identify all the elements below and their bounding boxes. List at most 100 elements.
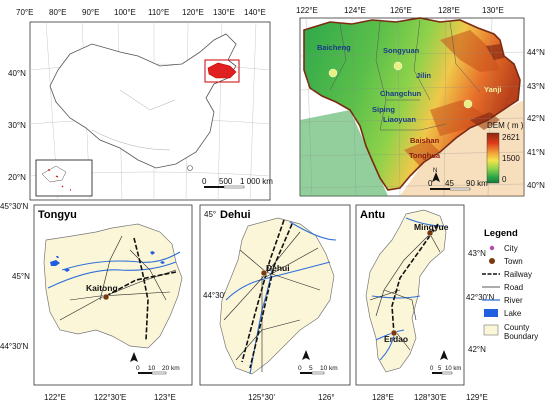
- lat-tick: 45°: [204, 210, 216, 219]
- scale-label: 45: [445, 179, 454, 188]
- scale-label: 10 km: [445, 366, 461, 372]
- lat-tick: 42°N: [527, 114, 545, 123]
- lat-tick: 42°30'N: [466, 293, 495, 302]
- city-label: Jilin: [416, 71, 431, 80]
- antu-map: Antu Mingyue Erdao 0 5: [355, 204, 495, 402]
- lon-tick: 70°E: [16, 8, 33, 17]
- lon-tick: 130°E: [213, 8, 235, 17]
- lon-tick: 140°E: [244, 8, 266, 17]
- svg-text:Road: Road: [504, 283, 523, 292]
- scale-label: 90 km: [466, 179, 488, 188]
- legend-item-lake: Lake: [484, 309, 522, 318]
- scale-label: 0: [136, 365, 140, 372]
- lat-tick: 45°30'N: [0, 202, 29, 211]
- legend-item-railway: Railway: [482, 270, 532, 279]
- panel-title: Tongyu: [38, 209, 77, 221]
- legend-title: Legend: [484, 228, 518, 239]
- tongyu-map: Tongyu Kaitong: [0, 202, 193, 402]
- svg-text:River: River: [504, 296, 523, 305]
- lon-tick: 129°E: [466, 393, 488, 402]
- north-arrow-icon: [130, 352, 138, 362]
- scale-label: 0: [202, 177, 207, 186]
- antu-scale-bar: 0 5 10 km: [430, 366, 461, 375]
- town-marker: [390, 329, 398, 337]
- dem-legend: DEM ( m ) 2621 1500 0: [486, 121, 524, 184]
- town-marker: [102, 293, 110, 301]
- panel-title: Antu: [360, 209, 385, 221]
- dem-min-label: 0: [502, 175, 507, 184]
- north-arrow-icon: [302, 350, 310, 360]
- lat-tick: 45°N: [12, 272, 30, 281]
- lon-tick: 122°E: [296, 6, 318, 15]
- scale-label: 500: [219, 177, 233, 186]
- city-label: Siping: [372, 105, 395, 114]
- legend-item-city: City: [489, 244, 518, 253]
- lon-tick: 124°E: [344, 6, 366, 15]
- svg-text:City: City: [504, 244, 518, 253]
- legend: Legend City Town Railway Road River Lake…: [482, 228, 538, 341]
- lat-tick: 41°N: [527, 148, 545, 157]
- lat-tick: 43°N: [468, 249, 486, 258]
- lat-tick: 44°N: [527, 48, 545, 57]
- lon-tick: 90°E: [82, 8, 99, 17]
- town-label: Kaitong: [86, 283, 118, 293]
- lon-tick: 110°E: [148, 8, 169, 17]
- svg-text:Railway: Railway: [504, 270, 532, 279]
- lon-tick: 128°E: [438, 6, 460, 15]
- lat-tick: 20°N: [8, 173, 26, 182]
- lon-tick: 130°E: [482, 6, 504, 15]
- lon-tick: 128°30'E: [414, 393, 446, 402]
- lon-tick: 126°E: [390, 6, 412, 15]
- lon-tick: 122°E: [44, 393, 66, 402]
- lat-tick: 40°N: [527, 181, 545, 190]
- lat-tick: 40°N: [8, 69, 26, 78]
- china-scale-bar: 0 500 1 000 km: [202, 177, 273, 189]
- lat-tick: 44°30': [203, 291, 226, 300]
- lat-tick: 30°N: [8, 121, 26, 130]
- china-map: 0 500 1 000 km 70°E 80°E 90°E 100°E 110°…: [8, 8, 273, 201]
- scale-label: 10 km: [320, 365, 338, 372]
- lon-tick: 123°E: [154, 393, 176, 402]
- legend-item-river: River: [482, 296, 523, 305]
- lon-tick: 122°30'E: [94, 393, 126, 402]
- scale-label: 5: [438, 366, 442, 372]
- city-label: Tonghua: [409, 151, 441, 160]
- tongyu-scale-bar: 0 10 20 km: [136, 365, 180, 375]
- town-marker: [260, 269, 268, 277]
- lon-tick: 126°: [318, 393, 335, 402]
- city-label: Liaoyuan: [383, 115, 416, 124]
- lon-tick: 120°E: [182, 8, 204, 17]
- town-marker: [426, 229, 434, 237]
- dem-mid-label: 1500: [502, 154, 520, 163]
- town-label: Mingyue: [414, 222, 449, 232]
- city-label: Baishan: [410, 136, 440, 145]
- city-label: Yanji: [484, 85, 502, 94]
- lon-tick: 100°E: [114, 8, 136, 17]
- county-label: County Boundary: [504, 323, 538, 341]
- city-label: Songyuan: [383, 46, 420, 55]
- lat-tick: 43°N: [527, 82, 545, 91]
- dem-legend-title: DEM ( m ): [487, 121, 524, 130]
- lat-tick: 42°N: [468, 345, 486, 354]
- scale-label: 1 000 km: [240, 177, 273, 186]
- legend-item-road: Road: [482, 283, 523, 292]
- town-label: Dehui: [266, 263, 290, 273]
- north-arrow-icon: N: [432, 168, 440, 182]
- scale-label: 0: [430, 366, 434, 372]
- svg-text:Lake: Lake: [504, 309, 522, 318]
- dehui-scale-bar: 0 5 10 km: [298, 365, 338, 375]
- scale-label: 20 km: [162, 365, 180, 372]
- jilin-scale-bar: 0 45 90 km: [428, 179, 488, 191]
- jilin-dem-map: Baicheng Songyuan Jilin Changchun Siping…: [296, 6, 545, 197]
- lon-tick: 125°30': [248, 393, 275, 402]
- dehui-map: 45° Dehui Dehui 0 5 10 km: [199, 204, 351, 402]
- dem-max-label: 2621: [502, 133, 520, 142]
- svg-text:Town: Town: [504, 257, 523, 266]
- north-arrow-icon: [440, 350, 448, 360]
- scale-label: 5: [309, 365, 313, 372]
- svg-text:N: N: [433, 168, 437, 174]
- scale-label: 10: [148, 365, 156, 372]
- scale-label: 0: [428, 179, 433, 188]
- lon-tick: 128°E: [372, 393, 394, 402]
